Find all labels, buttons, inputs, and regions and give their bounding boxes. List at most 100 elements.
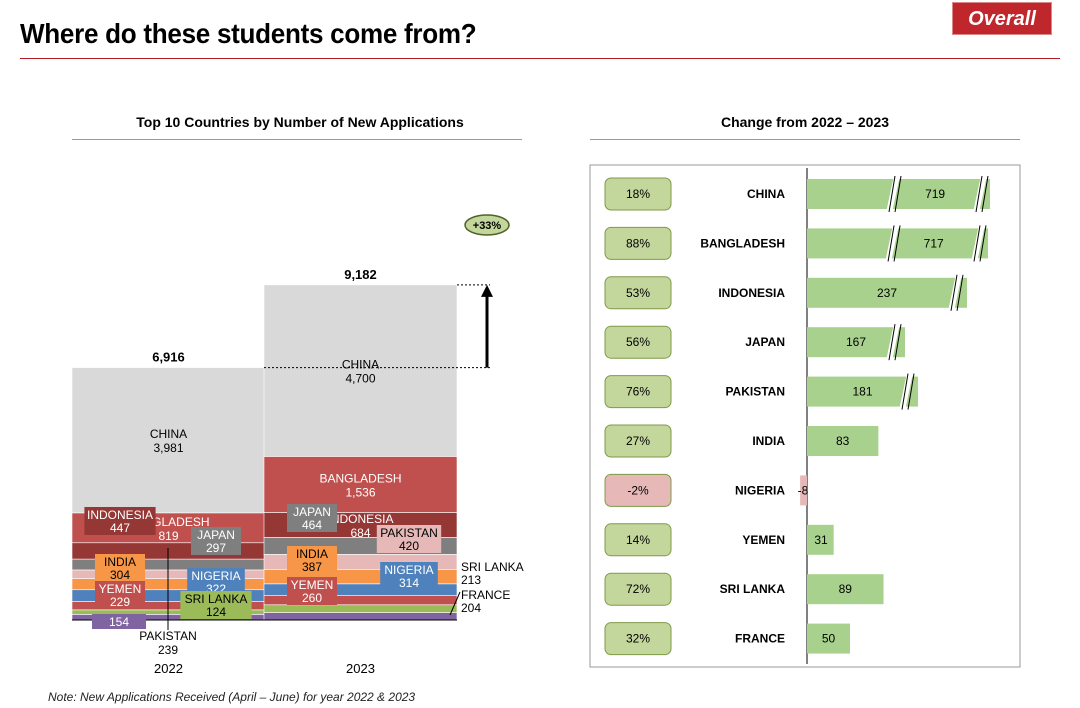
label-china-2022: CHINA (150, 427, 187, 441)
break-line-a-bangladesh-1 (973, 225, 981, 262)
pct-badge-text-nigeria: -2% (627, 483, 649, 497)
callout-box-indonesia-2022 (84, 507, 156, 535)
break-line-a-bangladesh-0 (887, 225, 895, 262)
callout-name-indonesia-2022: INDONESIA (87, 508, 153, 522)
callout-name-yemen-2023: YEMEN (291, 578, 334, 592)
pct-badge-box-indonesia (604, 276, 672, 310)
break-line-b-indonesia-0 (956, 274, 964, 311)
pct-badge-box-japan (604, 325, 672, 359)
value-china-2023: 4,700 (345, 372, 375, 386)
category-japan: JAPAN (745, 335, 785, 349)
break-gap-bangladesh-0 (885, 226, 899, 261)
callout-value-france-2022: 154 (109, 615, 129, 629)
value-bangladesh-2023: 1,536 (345, 485, 375, 499)
left-chart-title-rule (72, 139, 522, 140)
pct-badge-box-india (604, 424, 672, 458)
pct-badge-sri-lanka: 72% (604, 572, 672, 606)
bar-change-india (807, 426, 879, 456)
callout-value-pakistan-2022: 239 (158, 643, 178, 657)
category-china: CHINA (747, 187, 785, 201)
break-line-a-china-0 (888, 175, 896, 213)
callout-name-nigeria-2023: NIGERIA (384, 563, 433, 577)
pct-badge-box-china (604, 177, 672, 211)
break-gap-china-1 (973, 177, 987, 211)
callout-name-yemen-2022: YEMEN (99, 582, 142, 596)
x-tick-2023: 2023 (346, 661, 375, 676)
total-2022: 6,916 (152, 350, 185, 365)
break-line-b-bangladesh-1 (979, 225, 987, 262)
pct-badge-text-sri-lanka: 72% (626, 582, 650, 596)
pct-badge-france: 32% (604, 622, 672, 656)
callout-name-pakistan-2022: PAKISTAN (139, 629, 197, 643)
change-chart-frame (589, 164, 1021, 668)
pct-badge-yemen: 14% (604, 523, 672, 557)
right-chart-title: Change from 2022 – 2023 (720, 114, 890, 130)
title-divider (20, 58, 1060, 59)
value-china-2022: 3,981 (153, 441, 183, 455)
pct-badge-text-yemen: 14% (626, 533, 650, 547)
callout-value-indonesia-2022: 447 (110, 521, 130, 535)
value-indonesia-2023: 684 (350, 526, 370, 540)
pct-badge-box-bangladesh (604, 226, 672, 260)
callout-value-nigeria-2023: 314 (399, 576, 419, 590)
break-gap-pakistan-0 (899, 374, 913, 409)
pct-badge-indonesia: 53% (604, 276, 672, 310)
callout-box-yemen-2022 (95, 581, 145, 609)
callout-box-yemen-2023 (287, 577, 337, 605)
callout-name-nigeria-2022: NIGERIA (191, 569, 240, 583)
value-change-yemen: 31 (814, 533, 828, 547)
callout-value-pakistan-2023: 420 (399, 539, 419, 553)
value-change-pakistan: 181 (852, 385, 872, 399)
bar-change-pakistan (807, 376, 918, 407)
break-line-b-bangladesh-0 (893, 225, 901, 262)
break-line-a-pakistan-0 (901, 373, 909, 410)
value-change-nigeria: -8 (798, 483, 809, 497)
growth-badge (464, 214, 510, 236)
callout-box-nigeria-2023 (380, 562, 438, 590)
callout-box-india-2023 (287, 546, 337, 574)
break-line-b-china-0 (894, 175, 902, 213)
pct-badge-text-indonesia: 53% (626, 286, 650, 300)
value-change-india: 83 (836, 434, 850, 448)
bar-change-yemen (807, 524, 834, 555)
break-gap-japan-0 (886, 325, 900, 360)
pct-badge-text-france: 32% (626, 632, 650, 646)
callout-name-japan-2023: JAPAN (293, 505, 331, 519)
break-gap-china-0 (886, 177, 900, 211)
category-bangladesh: BANGLADESH (700, 236, 785, 250)
callout-box-india-2022 (95, 554, 145, 582)
category-indonesia: INDONESIA (718, 286, 785, 300)
leader-france-2023 (449, 591, 461, 616)
value-change-france: 50 (822, 632, 836, 646)
callout-name-japan-2022: JAPAN (197, 528, 235, 542)
callout-value-yemen-2023: 260 (302, 591, 322, 605)
footnote: Note: New Applications Received (April –… (48, 690, 416, 704)
left-chart-title: Top 10 Countries by Number of New Applic… (136, 114, 464, 130)
break-line-b-china-1 (981, 175, 989, 213)
callout-box-france-2022 (92, 614, 146, 629)
callout-box-sri-lanka-2022 (180, 591, 252, 619)
bar-bangladesh-2023 (263, 456, 458, 513)
bar-change-indonesia (807, 277, 967, 308)
category-nigeria: NIGERIA (735, 483, 785, 497)
bar-sri-lanka-2023 (263, 604, 458, 613)
bar-change-nigeria (800, 475, 807, 506)
category-pakistan: PAKISTAN (725, 385, 785, 399)
callout-name-france-2023: FRANCE (461, 588, 510, 602)
callout-value-sri-lanka-2023: 213 (461, 573, 481, 587)
callout-name-india-2023: INDIA (296, 547, 328, 561)
callout-value-sri-lanka-2022: 124 (206, 605, 226, 619)
bar-china-2023 (263, 284, 458, 457)
pct-badge-box-sri-lanka (604, 572, 672, 606)
overall-badge: Overall (952, 2, 1052, 35)
growth-badge-label: +33% (473, 220, 502, 232)
pct-badge-box-pakistan (604, 375, 672, 409)
callout-value-yemen-2022: 229 (110, 595, 130, 609)
value-change-sri-lanka: 89 (839, 582, 853, 596)
label-bangladesh-2023: BANGLADESH (319, 471, 401, 485)
